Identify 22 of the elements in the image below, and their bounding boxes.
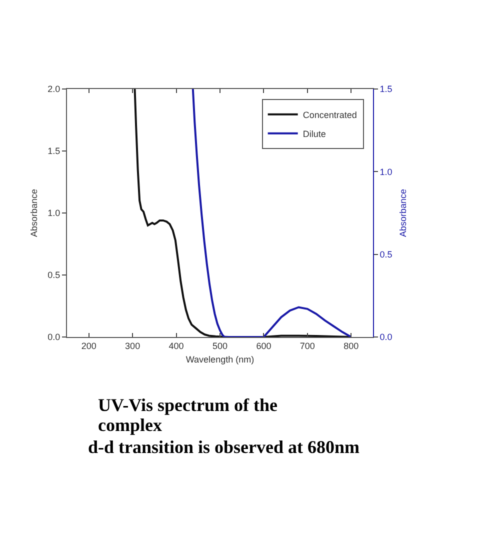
y-tick-label: 1.5 xyxy=(48,146,60,156)
x-tick-label: 500 xyxy=(212,340,228,351)
y-tick-label: 1.0 xyxy=(48,208,60,218)
x-tick-label: 800 xyxy=(344,340,359,351)
y2-tick-label: 1.0 xyxy=(380,166,392,177)
x-axis-title: Wavelength (nm) xyxy=(186,354,254,365)
y2-tick-label: 0.0 xyxy=(380,332,392,342)
y-tick-label: 0.0 xyxy=(48,332,60,342)
y-tick-label: 0.5 xyxy=(48,270,60,280)
x-tick-label: 300 xyxy=(125,340,140,351)
x-tick-label: 700 xyxy=(300,340,315,351)
legend-label: Dilute xyxy=(302,128,326,139)
legend-label: Concentrated xyxy=(302,110,357,120)
y-tick-label: 2.0 xyxy=(48,84,60,94)
x-tick-label: 200 xyxy=(81,340,96,351)
y-axis-title: Absorbance xyxy=(29,188,40,238)
text: d-d transition is observed at 680nm xyxy=(88,437,361,457)
y2-tick-label: 1.5 xyxy=(380,84,392,94)
x-tick-label: 600 xyxy=(256,340,272,351)
y2-tick-label: 0.5 xyxy=(380,249,392,260)
y2-axis-title: Absorbance xyxy=(398,188,408,238)
x-tick-label: 400 xyxy=(168,340,184,351)
